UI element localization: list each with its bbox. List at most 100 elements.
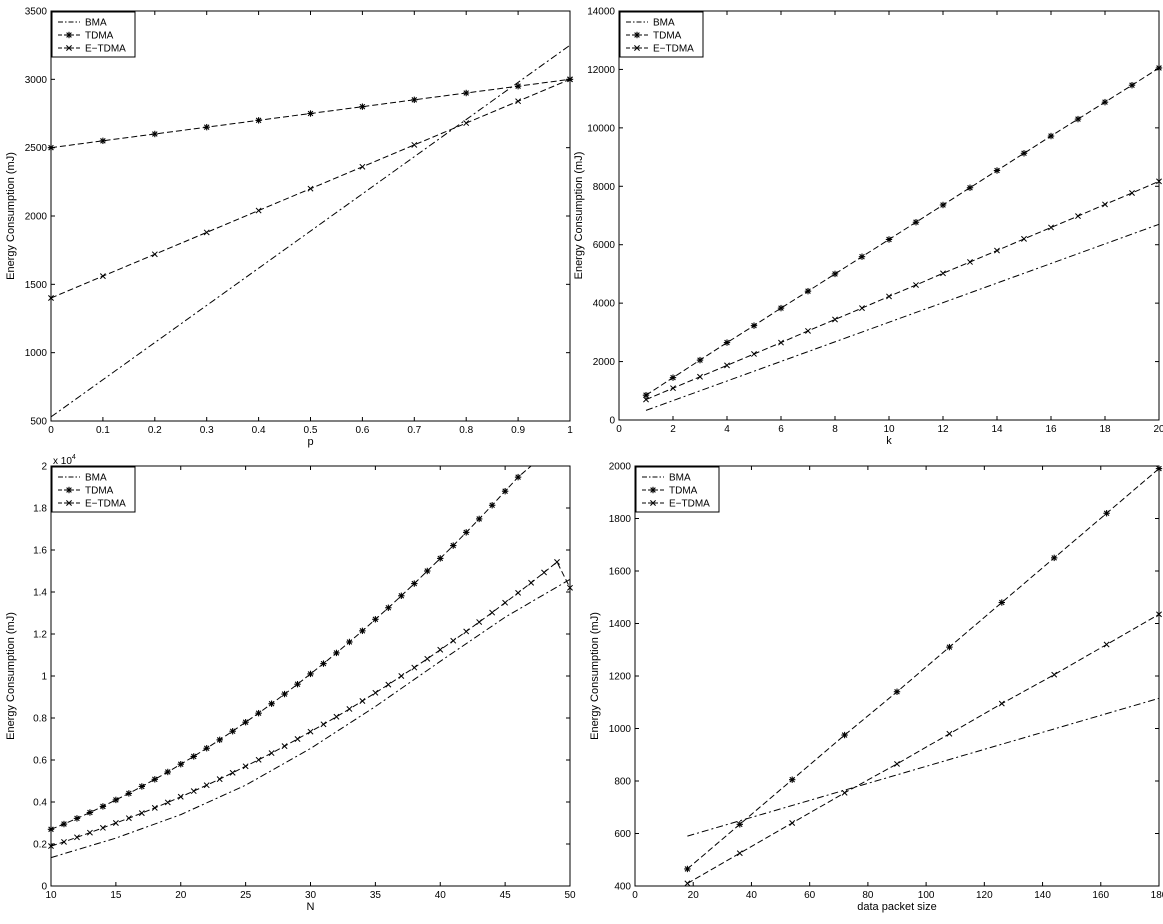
- data-point: [372, 616, 378, 622]
- x-tick-label: 0.9: [511, 425, 525, 436]
- data-point: [204, 745, 210, 751]
- y-axis-label: Energy Consumption (mJ): [589, 612, 601, 740]
- data-point: [307, 110, 313, 116]
- y-tick-label: 2000: [25, 212, 48, 223]
- y-tick-label: 14000: [587, 7, 615, 18]
- data-point: [411, 97, 417, 103]
- y-exponent-label: x 104: [53, 454, 76, 467]
- y-tick-label: 1400: [609, 619, 632, 630]
- data-point: [515, 474, 521, 480]
- data-point: [859, 253, 865, 259]
- data-point: [450, 542, 456, 548]
- data-point: [463, 90, 469, 96]
- data-point: [684, 866, 690, 872]
- data-point: [967, 185, 973, 191]
- data-point: [1129, 82, 1135, 88]
- x-tick-label: 0: [616, 424, 622, 435]
- data-point: [229, 728, 235, 734]
- legend: BMA TDMA E−TDMA: [620, 12, 703, 57]
- x-tick-label: 0.4: [252, 425, 266, 436]
- x-tick-label: 10: [883, 424, 895, 435]
- data-point: [1048, 133, 1054, 139]
- data-point: [307, 671, 313, 677]
- data-point: [1075, 116, 1081, 122]
- data-point: [268, 701, 274, 707]
- y-tick-label: 2000: [593, 357, 616, 368]
- data-point: [913, 219, 919, 225]
- x-axis-label: data packet size: [857, 901, 937, 913]
- x-tick-label: 8: [832, 424, 838, 435]
- x-tick-label: 2: [670, 424, 676, 435]
- data-point: [411, 580, 417, 586]
- x-tick-label: 25: [240, 890, 252, 901]
- data-point: [61, 821, 67, 827]
- data-point: [87, 809, 93, 815]
- data-point: [886, 236, 892, 242]
- plot-area: [51, 11, 570, 421]
- y-tick-label: 2500: [25, 143, 48, 154]
- data-point: [515, 83, 521, 89]
- data-point: [737, 821, 743, 827]
- x-tick-label: 45: [500, 890, 512, 901]
- chart-panel-1: 0 0.1 0.2 0.3 0.4 0.5 0.6 0.7 0.8 0.9 150010001500…: [5, 7, 573, 449]
- data-point: [139, 783, 145, 789]
- legend-label: BMA: [653, 18, 675, 29]
- data-point: [255, 710, 261, 716]
- y-axis-label: Energy Consumption (mJ): [5, 612, 17, 740]
- data-point: [502, 488, 508, 494]
- data-point: [1021, 150, 1027, 156]
- data-point: [1103, 510, 1109, 516]
- data-point: [1156, 65, 1162, 71]
- data-point: [385, 605, 391, 611]
- x-tick-label: 18: [1099, 424, 1111, 435]
- x-tick-label: 0.3: [200, 425, 214, 436]
- data-point: [346, 639, 352, 645]
- data-point: [805, 288, 811, 294]
- legend-marker: [66, 487, 72, 493]
- x-tick-label: 80: [862, 890, 874, 901]
- data-point: [152, 131, 158, 137]
- y-tick-label: 800: [614, 777, 631, 788]
- y-tick-label: 0: [41, 882, 47, 893]
- x-tick-label: 0.5: [304, 425, 318, 436]
- x-tick-label: 30: [305, 890, 317, 901]
- y-tick-label: 3000: [25, 75, 48, 86]
- data-point: [670, 374, 676, 380]
- legend-marker: [634, 32, 640, 38]
- y-tick-label: 1.8: [33, 504, 47, 515]
- data-point: [994, 167, 1000, 173]
- y-tick-label: 6000: [593, 240, 616, 251]
- y-tick-label: 10000: [587, 123, 615, 134]
- data-point: [359, 103, 365, 109]
- chart-panel-4: 0204060801001201401601804006008001000120…: [589, 462, 1163, 914]
- data-point: [74, 815, 80, 821]
- legend: BMA TDMA E−TDMA: [636, 467, 719, 512]
- x-tick-label: 180: [1151, 890, 1163, 901]
- legend-label: E−TDMA: [85, 499, 126, 510]
- data-point: [294, 681, 300, 687]
- x-tick-label: 35: [370, 890, 382, 901]
- legend-label: E−TDMA: [669, 499, 710, 510]
- y-tick-label: 1500: [25, 280, 48, 291]
- y-tick-label: 8000: [593, 182, 616, 193]
- data-point: [113, 797, 119, 803]
- data-point: [152, 776, 158, 782]
- x-tick-label: 0.2: [148, 425, 162, 436]
- data-point: [1102, 99, 1108, 105]
- chart-panel-3: 10 15 20 25 30 35 40 45 5000.20.40.60.811.21.41.…: [5, 454, 576, 913]
- data-point: [1156, 465, 1162, 471]
- data-point: [281, 691, 287, 697]
- y-tick-label: 1200: [609, 672, 632, 683]
- legend: BMA TDMA E−TDMA: [52, 12, 135, 57]
- data-point: [165, 769, 171, 775]
- y-tick-label: 1600: [609, 567, 632, 578]
- data-point: [126, 790, 132, 796]
- x-tick-label: 20: [175, 890, 187, 901]
- legend-label: BMA: [85, 18, 107, 29]
- y-tick-label: 0.8: [33, 714, 47, 725]
- x-tick-label: 140: [1034, 890, 1051, 901]
- x-tick-label: 0: [48, 425, 54, 436]
- data-point: [1051, 555, 1057, 561]
- data-point: [894, 689, 900, 695]
